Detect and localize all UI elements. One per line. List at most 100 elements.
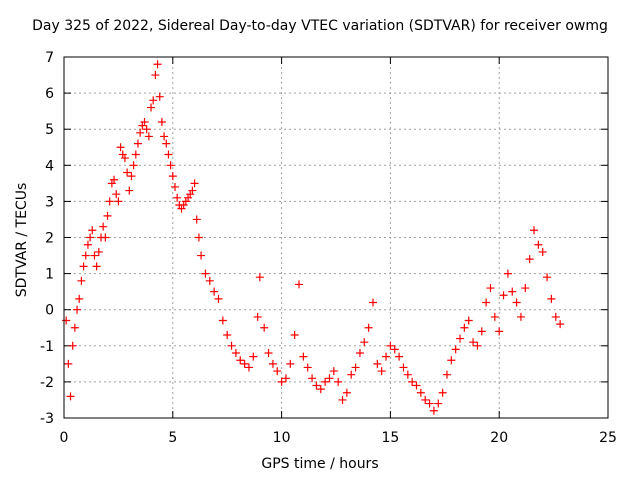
data-point-marker [329,367,338,376]
data-point-marker [157,117,166,126]
plot-frame [63,56,609,419]
data-point-marker [103,211,112,220]
data-point-marker [495,327,504,336]
data-point-marker [73,305,82,314]
data-point-marker [299,352,308,361]
data-point-marker [253,312,262,321]
data-point-marker [210,287,219,296]
data-point-marker [351,363,360,372]
data-point-marker [112,190,121,199]
y-tick-label: 7 [45,50,54,66]
data-point-marker [377,367,386,376]
data-point-marker [120,154,129,163]
data-point-marker [162,139,171,148]
data-point-marker [131,150,140,159]
data-point-marker [164,150,173,159]
data-point-marker [173,193,182,202]
data-point-marker [338,395,347,404]
data-point-marker [543,273,552,282]
data-point-marker [521,284,530,293]
data-point-marker [177,204,186,213]
data-point-marker [360,338,369,347]
data-point-marker [99,222,108,231]
data-point-marker [434,399,443,408]
data-point-marker [153,60,162,69]
data-point-marker [160,132,169,141]
data-point-marker [264,349,273,358]
data-point-marker [244,363,253,372]
data-point-marker [412,381,421,390]
data-point-marker [136,128,145,137]
data-point-marker [192,215,201,224]
data-point-marker [421,395,430,404]
data-point-marker [303,363,312,372]
data-point-marker [190,179,199,188]
data-point-marker [218,316,227,325]
data-point-marker [125,186,134,195]
data-point-marker [403,370,412,379]
x-tick-label: 10 [273,430,291,446]
data-point-marker [133,139,142,148]
data-point-marker [447,356,456,365]
data-point-marker [355,349,364,358]
x-axis-label: GPS time / hours [261,456,379,472]
data-point-marker [395,352,404,361]
data-point-marker [86,233,95,242]
y-axis-label: SDTVAR / TECUs [14,182,30,298]
x-tick-label: 0 [60,430,69,446]
data-point-marker [486,284,495,293]
data-point-marker [186,190,195,199]
data-point-marker [281,374,290,383]
data-point-marker [295,280,304,289]
data-point-marker [325,374,334,383]
data-point-marker [438,388,447,397]
data-point-marker [70,323,79,332]
data-point-marker [286,359,295,368]
data-point-marker [88,226,97,235]
data-point-marker [425,399,434,408]
data-point-marker [503,269,512,278]
data-point-marker [249,352,258,361]
data-point-marker [101,233,110,242]
data-point-marker [347,370,356,379]
data-point-marker [290,330,299,339]
data-point-marker [123,168,132,177]
data-point-marker [451,345,460,354]
data-point-marker [547,294,556,303]
chart-title: Day 325 of 2022, Sidereal Day-to-day VTE… [32,18,608,34]
data-point-marker [364,323,373,332]
data-point-marker [382,352,391,361]
data-point-marker [556,320,565,329]
data-point-marker [386,341,395,350]
data-point-marker [77,276,86,285]
x-tick-label: 5 [168,430,177,446]
data-point-marker [107,179,116,188]
data-point-marker [116,143,125,152]
data-point-marker [140,117,149,126]
data-point-marker [316,385,325,394]
data-point-marker [90,251,99,260]
data-point-marker [147,103,156,112]
data-point-marker [75,294,84,303]
y-tick-label: -2 [40,375,54,391]
data-point-marker [321,377,330,386]
data-point-marker [512,298,521,307]
data-point-marker [534,240,543,249]
data-point-marker [236,356,245,365]
data-point-marker [138,121,147,130]
data-point-marker [79,262,88,271]
data-point-marker [68,341,77,350]
data-point-marker [525,255,534,264]
data-point-marker [469,338,478,347]
data-point-marker [149,96,158,105]
data-point-marker [114,197,123,206]
y-tick-label: 1 [45,267,54,283]
data-point-marker [429,406,438,415]
data-markers [62,60,565,415]
x-tick-label: 15 [381,430,399,446]
grid-layer [64,57,608,418]
data-point-marker [83,240,92,249]
data-point-marker [92,262,101,271]
data-point-marker [194,233,203,242]
data-point-marker [129,161,138,170]
